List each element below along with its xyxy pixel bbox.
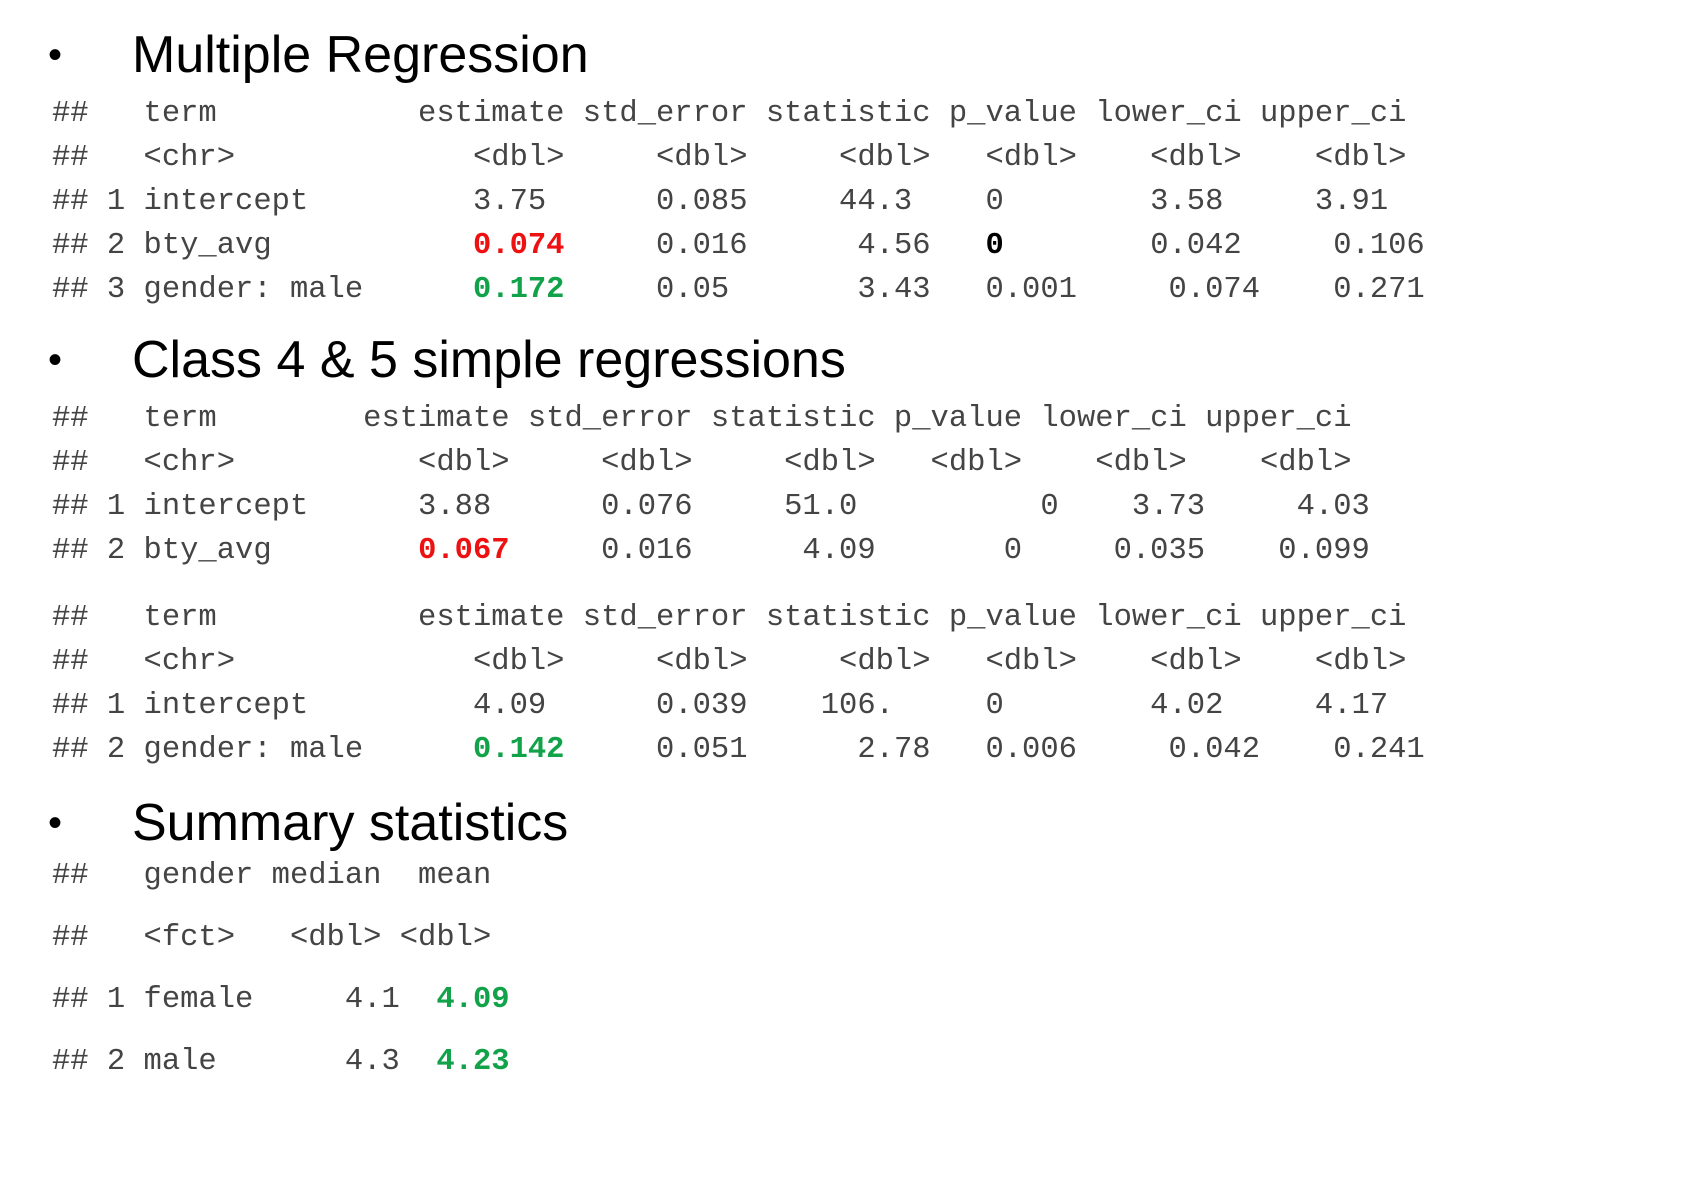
bullet-icon: • [48, 800, 63, 845]
summary-statistics-table: ## gender median mean ## <fct> <dbl> <dbl… [52, 845, 510, 1093]
table-row: ## 1 female 4.1 4.09 [52, 983, 510, 1017]
table-header-row: ## term estimate std_error statistic p_v… [52, 601, 1407, 635]
table-row: ## 2 bty_avg 0.067 0.016 4.09 0 0.035 0.… [52, 534, 1370, 568]
highlighted-mean: 4.23 [436, 1045, 510, 1079]
highlighted-estimate: 0.142 [472, 733, 565, 767]
regression-table-gender: ## term estimate std_error statistic p_v… [52, 596, 1425, 772]
table-type-row: ## <chr> <dbl> <dbl> <dbl> <dbl> <dbl> <… [52, 446, 1352, 480]
table-header-row: ## term estimate std_error statistic p_v… [52, 97, 1407, 131]
highlighted-mean: 4.09 [436, 983, 510, 1017]
table-row: ## 2 bty_avg 0.074 0.016 4.56 0 0.042 0.… [52, 229, 1425, 263]
highlighted-estimate: 0.074 [472, 229, 565, 263]
highlighted-estimate: 0.067 [418, 534, 510, 568]
table-type-row: ## <fct> <dbl> <dbl> [52, 921, 492, 955]
table-header-row: ## term estimate std_error statistic p_v… [52, 402, 1352, 436]
section-title: Class 4 & 5 simple regressions [132, 331, 846, 389]
bullet-icon: • [48, 337, 63, 382]
table-row: ## 2 male 4.3 4.23 [52, 1045, 510, 1079]
section-heading-summary-statistics: • Summary statistics [48, 793, 568, 853]
bullet-icon: • [48, 32, 63, 77]
table-type-row: ## <chr> <dbl> <dbl> <dbl> <dbl> <dbl> <… [52, 141, 1407, 175]
table-row: ## 1 intercept 3.75 0.085 44.3 0 3.58 3.… [52, 185, 1389, 219]
section-heading-multiple-regression: • Multiple Regression [48, 25, 589, 85]
table-row: ## 1 intercept 3.88 0.076 51.0 0 3.73 4.… [52, 490, 1370, 524]
table-type-row: ## <chr> <dbl> <dbl> <dbl> <dbl> <dbl> <… [52, 645, 1407, 679]
regression-table-bty-avg: ## term estimate std_error statistic p_v… [52, 397, 1370, 573]
highlighted-estimate: 0.172 [472, 273, 565, 307]
section-heading-simple-regressions: • Class 4 & 5 simple regressions [48, 330, 846, 390]
table-header-row: ## gender median mean [52, 859, 492, 893]
table-row: ## 3 gender: male 0.172 0.05 3.43 0.001 … [52, 273, 1425, 307]
section-title: Multiple Regression [132, 26, 589, 84]
section-title: Summary statistics [132, 794, 569, 852]
table-row: ## 2 gender: male 0.142 0.051 2.78 0.006… [52, 733, 1425, 767]
regression-table-multiple: ## term estimate std_error statistic p_v… [52, 92, 1425, 312]
highlighted-p-value: 0 [985, 229, 1004, 263]
table-row: ## 1 intercept 4.09 0.039 106. 0 4.02 4.… [52, 689, 1389, 723]
